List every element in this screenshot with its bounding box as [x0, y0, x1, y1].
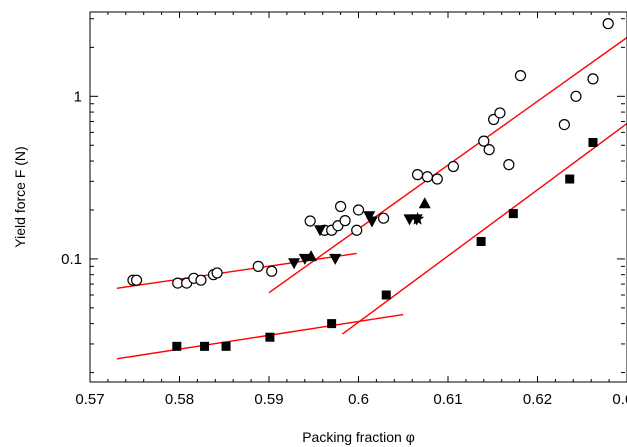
filled-square-point	[265, 332, 275, 342]
open-circle-point	[421, 171, 434, 183]
open-circle-point	[352, 204, 365, 216]
plot-frame	[89, 11, 627, 383]
x-axis-label: Packing fraction φ	[302, 429, 415, 445]
open-circle-point	[351, 224, 363, 236]
fit-lines	[116, 36, 627, 360]
open-circle-point	[483, 144, 495, 156]
x-tick-label: 0.57	[75, 391, 104, 408]
filled-square-point	[508, 209, 518, 219]
filled-up-triangle-point	[305, 250, 318, 262]
data-markers	[127, 18, 614, 351]
open-circle-point	[339, 215, 351, 227]
tick-labels: 0.57 0.58 0.59 0.6 0.61 0.62 0.63 0.1 1	[61, 88, 627, 408]
filled-square-point	[381, 290, 391, 300]
filled-down-triangle-point	[288, 258, 301, 270]
x-tick-label: 0.6	[348, 391, 369, 408]
filled-square-point	[172, 341, 182, 351]
open-circle-point	[478, 135, 490, 147]
x-tick-label: 0.58	[165, 391, 194, 408]
filled-star-point	[410, 211, 425, 225]
open-circle-point	[587, 73, 599, 85]
filled-square-point	[588, 137, 598, 147]
open-circle-point	[503, 159, 515, 171]
fit-line	[116, 313, 404, 360]
filled-square-point	[476, 236, 486, 246]
filled-square-point	[565, 174, 575, 184]
open-circle-point	[514, 70, 527, 82]
open-circle-point	[335, 200, 347, 213]
open-circle-point	[570, 90, 582, 102]
open-circle-point	[130, 274, 143, 286]
open-circle-point	[377, 212, 390, 224]
open-circle-point	[431, 173, 443, 185]
filled-square-point	[327, 319, 337, 329]
y-axis-label: Yield force F (N)	[12, 146, 28, 247]
filled-down-triangle-point	[365, 216, 378, 228]
fit-line	[341, 122, 627, 335]
filled-down-triangle-point	[329, 253, 342, 265]
filled-square-point	[200, 341, 210, 351]
fit-line	[116, 252, 357, 289]
open-circle-point	[211, 267, 223, 279]
y-tick-label: 0.1	[61, 251, 82, 268]
open-circle-point	[252, 260, 264, 272]
open-circle-point	[494, 107, 506, 119]
open-circle-point	[411, 169, 424, 181]
filled-square-point	[221, 341, 231, 351]
filled-up-triangle-point	[418, 197, 431, 209]
y-tick-label: 1	[74, 88, 82, 105]
open-circle-point	[304, 215, 316, 227]
open-circle-point	[558, 118, 570, 131]
x-tick-label: 0.62	[523, 391, 552, 408]
x-tick-label: 0.61	[433, 391, 462, 408]
axis-ticks	[89, 12, 627, 382]
open-circle-point	[195, 274, 207, 286]
x-tick-label: 0.59	[254, 391, 283, 408]
x-tick-label: 0.63	[612, 391, 627, 408]
filled-down-triangle-point	[314, 225, 327, 237]
open-circle-point	[447, 160, 459, 173]
open-circle-point	[602, 18, 614, 30]
open-circle-point	[266, 265, 278, 277]
